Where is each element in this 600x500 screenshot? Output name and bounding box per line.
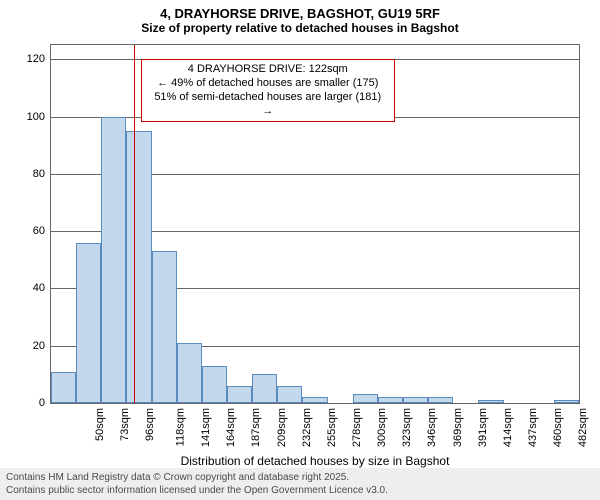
property-marker-line (134, 45, 135, 403)
footer-line-2: Contains public sector information licen… (6, 484, 594, 497)
y-tick-label: 40 (5, 282, 45, 294)
x-tick-label: 414sqm (502, 408, 514, 447)
x-tick-label: 164sqm (225, 408, 237, 447)
x-tick-label: 209sqm (276, 408, 288, 447)
histogram-bar (378, 397, 403, 403)
histogram-bar (277, 386, 302, 403)
y-tick-label: 80 (5, 168, 45, 180)
histogram-bar (252, 374, 277, 403)
histogram-bar (353, 394, 378, 403)
histogram-bar (227, 386, 252, 403)
chart-title-main: 4, DRAYHORSE DRIVE, BAGSHOT, GU19 5RF (0, 0, 600, 21)
chart-title-sub: Size of property relative to detached ho… (0, 21, 600, 39)
histogram-bar (554, 400, 579, 403)
x-tick-label: 482sqm (577, 408, 589, 447)
chart-container: 4, DRAYHORSE DRIVE, BAGSHOT, GU19 5RF Si… (0, 0, 600, 500)
histogram-bar (177, 343, 202, 403)
x-tick-label: 369sqm (452, 408, 464, 447)
x-tick-label: 278sqm (351, 408, 363, 447)
histogram-bar (126, 131, 151, 403)
x-tick-label: 460sqm (552, 408, 564, 447)
x-tick-label: 300sqm (376, 408, 388, 447)
y-tick-label: 100 (5, 111, 45, 123)
x-tick-label: 255sqm (326, 408, 338, 447)
chart-footer: Contains HM Land Registry data © Crown c… (0, 468, 600, 500)
histogram-bar (403, 397, 428, 403)
x-tick-label: 187sqm (251, 408, 263, 447)
y-tick-label: 120 (5, 53, 45, 65)
footer-line-1: Contains HM Land Registry data © Crown c… (6, 471, 594, 484)
histogram-bar (302, 397, 327, 403)
annotation-line-2: ← 49% of detached houses are smaller (17… (148, 77, 388, 91)
x-axis-title: Distribution of detached houses by size … (50, 454, 580, 468)
x-tick-label: 73sqm (119, 408, 131, 441)
y-tick-label: 20 (5, 340, 45, 352)
x-tick-label: 50sqm (94, 408, 106, 441)
gridline (51, 403, 579, 404)
x-tick-label: 118sqm (174, 408, 186, 446)
x-tick-label: 437sqm (527, 408, 539, 447)
histogram-bar (478, 400, 503, 403)
histogram-bar (51, 372, 76, 404)
x-tick-label: 323sqm (401, 408, 413, 447)
x-tick-label: 232sqm (301, 408, 313, 447)
histogram-bar (101, 117, 126, 403)
annotation-line-3: 51% of semi-detached houses are larger (… (148, 91, 388, 119)
histogram-bar (202, 366, 227, 403)
histogram-bar (152, 251, 177, 403)
y-tick-label: 0 (5, 397, 45, 409)
y-tick-label: 60 (5, 225, 45, 237)
x-tick-label: 96sqm (144, 408, 156, 441)
x-tick-label: 391sqm (477, 408, 489, 447)
plot-area: 4 DRAYHORSE DRIVE: 122sqm← 49% of detach… (50, 44, 580, 404)
annotation-line-1: 4 DRAYHORSE DRIVE: 122sqm (148, 63, 388, 77)
annotation-box: 4 DRAYHORSE DRIVE: 122sqm← 49% of detach… (141, 59, 395, 122)
x-tick-label: 346sqm (427, 408, 439, 447)
histogram-bar (428, 397, 453, 403)
histogram-bar (76, 243, 101, 403)
x-tick-label: 141sqm (200, 408, 212, 447)
